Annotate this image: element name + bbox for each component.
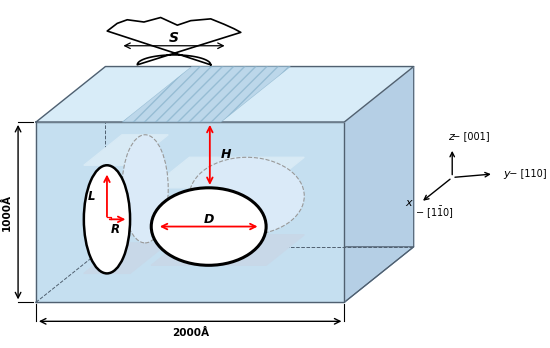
Text: y: y: [503, 169, 509, 179]
Text: x: x: [405, 198, 411, 207]
Polygon shape: [84, 135, 168, 165]
Text: L: L: [88, 190, 96, 204]
Polygon shape: [36, 66, 414, 122]
Ellipse shape: [151, 188, 266, 265]
Polygon shape: [151, 157, 304, 188]
Polygon shape: [151, 235, 304, 265]
Text: 2000Å: 2000Å: [172, 327, 209, 338]
Text: − [001]: − [001]: [446, 131, 490, 141]
Polygon shape: [36, 247, 414, 302]
Ellipse shape: [84, 165, 130, 274]
Ellipse shape: [189, 157, 304, 235]
Polygon shape: [84, 243, 168, 274]
Polygon shape: [122, 66, 290, 122]
Polygon shape: [36, 122, 344, 302]
Text: − [110]: − [110]: [503, 168, 547, 178]
Text: D: D: [204, 213, 214, 226]
Text: 1000Å: 1000Å: [2, 193, 12, 231]
Text: $-\ [1\bar{1}0]$: $-\ [1\bar{1}0]$: [411, 204, 453, 220]
Ellipse shape: [122, 135, 168, 243]
Polygon shape: [344, 66, 414, 302]
Text: S: S: [169, 31, 179, 45]
Text: z: z: [448, 132, 454, 142]
Polygon shape: [107, 17, 241, 65]
Text: H: H: [221, 148, 232, 161]
Text: R: R: [111, 223, 119, 236]
